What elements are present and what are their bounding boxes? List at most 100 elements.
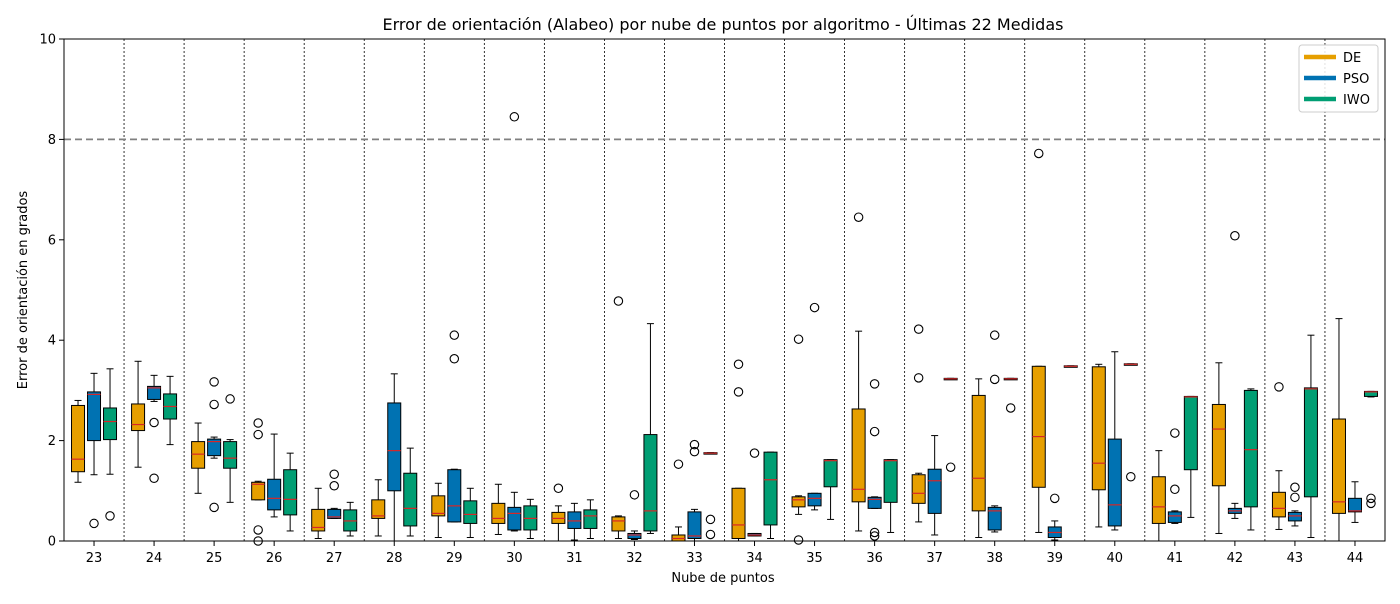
box-de <box>491 502 506 524</box>
outlier-point <box>869 379 880 389</box>
box-de <box>251 481 266 501</box>
outlier-point <box>689 446 700 457</box>
legend-label-de: DE <box>1343 51 1361 66</box>
outlier-point <box>733 387 744 397</box>
outlier-point <box>853 212 864 222</box>
outlier-point <box>809 302 820 313</box>
outlier-point <box>1126 471 1136 482</box>
outlier-point <box>1366 498 1376 509</box>
x-tick-label: 39 <box>1046 551 1063 566</box>
x-axis-label: Nube de puntos <box>671 571 775 586</box>
box-iwo <box>763 451 778 526</box>
outlier-point <box>209 377 219 387</box>
box-pso <box>507 506 522 531</box>
outlier-point <box>253 429 263 440</box>
outlier-point <box>989 330 1000 340</box>
outlier-point <box>1170 484 1180 495</box>
box-pso <box>867 496 882 509</box>
legend-label-iwo: IWO <box>1343 93 1370 108</box>
box-de <box>131 403 146 432</box>
x-tick-label: 41 <box>1167 551 1184 566</box>
y-tick-label: 8 <box>48 133 56 148</box>
box-pso <box>1167 511 1182 523</box>
x-tick-label: 24 <box>146 551 163 566</box>
outlier-point <box>749 448 760 458</box>
outlier-point <box>553 483 564 494</box>
outlier-point <box>613 296 624 306</box>
outlier-point <box>209 502 219 513</box>
y-axis-label: Error de orientación en grados <box>16 191 31 390</box>
y-tick-label: 2 <box>48 434 56 449</box>
outlier-point <box>1034 148 1044 159</box>
outlier-point <box>509 112 520 122</box>
outlier-point <box>1050 493 1060 504</box>
outlier-point <box>329 481 339 491</box>
outlier-point <box>449 330 460 340</box>
box-pso <box>627 532 642 539</box>
outlier-point <box>945 462 956 472</box>
box-de <box>311 508 326 532</box>
x-tick-label: 33 <box>686 551 703 566</box>
box-de <box>611 516 626 532</box>
box-de <box>791 496 806 508</box>
outlier-point <box>253 418 263 428</box>
box-de <box>911 474 926 504</box>
box-pso <box>447 469 462 523</box>
box-pso <box>687 511 702 539</box>
x-tick-label: 28 <box>386 551 403 566</box>
outlier-point <box>1170 428 1180 438</box>
box-iwo <box>643 434 658 532</box>
box-iwo <box>1303 387 1318 498</box>
outlier-point <box>869 527 880 538</box>
axes-frame <box>63 38 1386 542</box>
outlier-point <box>705 529 716 540</box>
box-pso <box>147 385 162 400</box>
x-tick-label: 34 <box>746 551 763 566</box>
x-tick-label: 26 <box>266 551 283 566</box>
outlier-point <box>1290 482 1300 493</box>
box-iwo <box>283 469 298 516</box>
x-tick-label: 43 <box>1287 551 1304 566</box>
outlier-point <box>913 373 924 383</box>
outlier-point <box>149 417 159 428</box>
box-iwo <box>403 472 418 527</box>
outlier-point <box>673 459 684 469</box>
outlier-point <box>869 426 880 437</box>
box-iwo <box>103 407 118 441</box>
box-de <box>1331 418 1346 514</box>
box-de <box>1271 491 1286 518</box>
x-tick-label: 23 <box>86 551 103 566</box>
outlier-point <box>913 324 924 334</box>
outlier-point <box>1274 382 1284 392</box>
box-iwo <box>1243 389 1258 508</box>
y-tick-label: 10 <box>39 33 56 48</box>
box-iwo <box>883 459 898 503</box>
box-de <box>1091 366 1106 491</box>
x-tick-label: 27 <box>326 551 343 566</box>
chart-title: Error de orientación (Alabeo) por nube d… <box>383 15 1064 34</box>
outlier-point <box>705 514 716 525</box>
box-iwo <box>1183 395 1198 471</box>
outlier-point <box>105 511 115 521</box>
legend-label-pso: PSO <box>1343 72 1369 87</box>
outlier-point <box>253 525 263 535</box>
legend: DE PSO IWO <box>1298 44 1379 113</box>
box-de <box>1031 365 1046 488</box>
box-de <box>971 394 986 512</box>
box-de <box>731 487 746 539</box>
x-tick-label: 44 <box>1347 551 1364 566</box>
outlier-point <box>733 359 744 370</box>
x-tick-label: 40 <box>1107 551 1124 566</box>
box-pso <box>267 478 282 511</box>
x-tick-label: 32 <box>626 551 643 566</box>
box-pso <box>327 508 342 519</box>
box-iwo <box>583 509 598 529</box>
outlier-point <box>689 439 700 450</box>
x-tick-label: 35 <box>806 551 823 566</box>
box-pso <box>1347 497 1362 513</box>
box-pso <box>387 402 402 492</box>
x-tick-label: 42 <box>1227 551 1244 566</box>
